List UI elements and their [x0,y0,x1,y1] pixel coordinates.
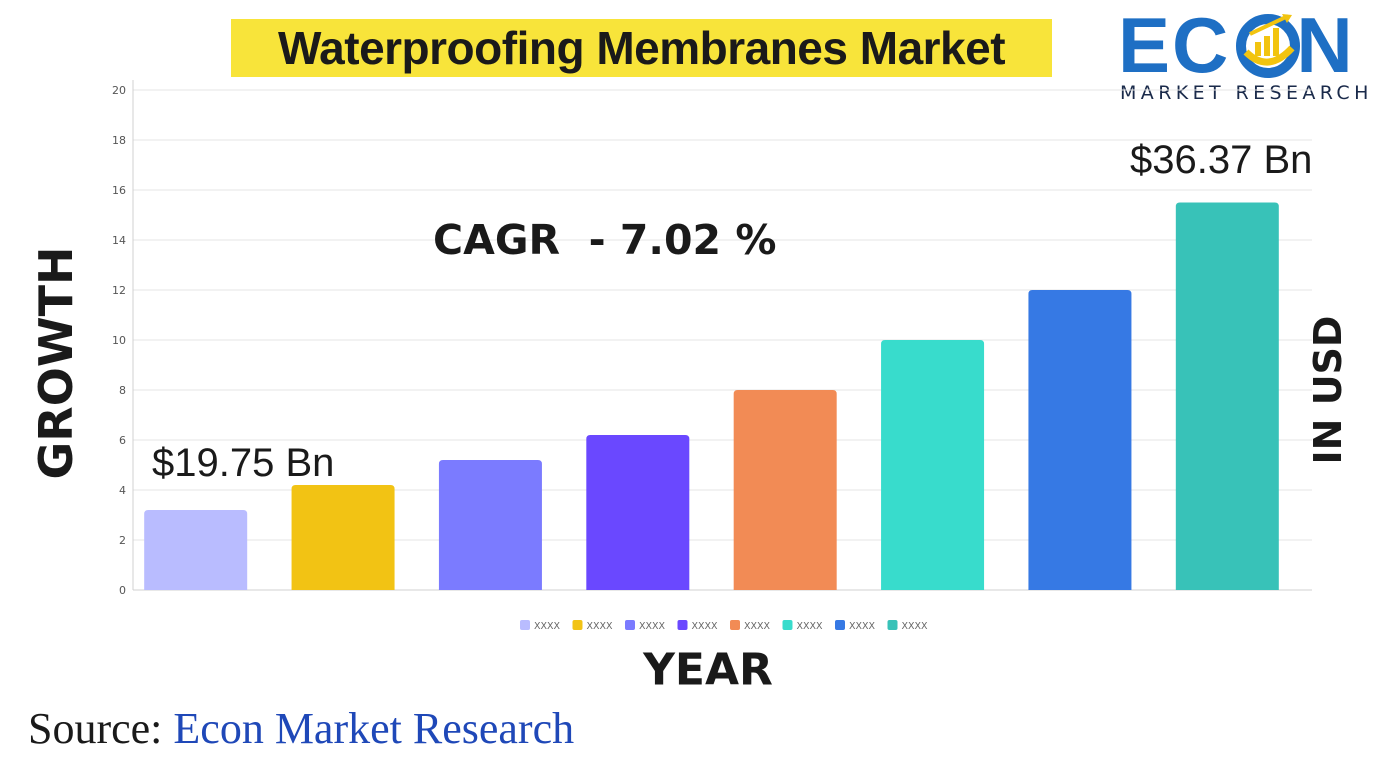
bar [1028,290,1132,590]
legend-swatch [782,620,793,630]
bar [586,435,690,590]
y-tick-label: 0 [119,584,126,597]
legend-label: XXXX [639,621,666,632]
y-tick-label: 12 [112,284,126,297]
legend-swatch [625,620,635,630]
legend-label: XXXX [849,621,876,632]
source-name: Econ Market Research [173,704,575,753]
y-tick-label: 16 [112,184,126,197]
y-tick-label: 10 [112,334,126,347]
legend-swatch [520,620,530,630]
logo-word-right: N [1296,1,1355,89]
logo-wordmark: EC N [1118,6,1355,84]
logo-word-left: EC [1118,1,1231,89]
y-tick-label: 18 [112,134,126,147]
legend-label: XXXX [902,621,929,632]
y-axis-label-left: GROWTH [29,246,83,480]
logo-subtitle: MARKET RESEARCH [1120,82,1373,104]
legend-swatch [572,620,583,630]
legend-swatch [677,620,688,630]
logo-growth-icon [1236,14,1300,78]
y-tick-label: 4 [119,484,126,497]
bar [438,460,542,590]
chart-title: Waterproofing Membranes Market [277,22,1006,74]
legend-label: XXXX [587,621,614,632]
econ-logo: EC N MARKET RESEARCH [1118,6,1374,104]
bar [733,390,837,590]
legend-label: XXXX [744,621,771,632]
title-highlight: Waterproofing Membranes Market [231,19,1052,77]
cagr-annotation: CAGR - 7.02 % [433,216,777,264]
source-lead: Source: [28,704,163,753]
legend-swatch [835,620,845,630]
bar [144,510,248,590]
legend-swatch [730,620,740,630]
legend-label: XXXX [797,621,824,632]
legend-swatch [887,620,898,630]
bar [881,340,985,590]
y-tick-label: 14 [112,234,126,247]
y-tick-label: 8 [119,384,126,397]
end-value-label: $36.37 Bn [1130,138,1313,182]
start-value-label: $19.75 Bn [152,441,335,485]
legend-label: XXXX [534,621,561,632]
y-tick-label: 20 [112,84,126,97]
x-axis-label: YEAR [643,644,773,696]
bar [291,485,395,590]
y-axis-label-right: IN USD [1306,315,1350,465]
y-tick-label: 2 [119,534,126,547]
y-tick-label: 6 [119,434,126,447]
source-line: Source: Econ Market Research [28,703,574,754]
legend-label: XXXX [692,621,719,632]
bar [1175,202,1279,590]
